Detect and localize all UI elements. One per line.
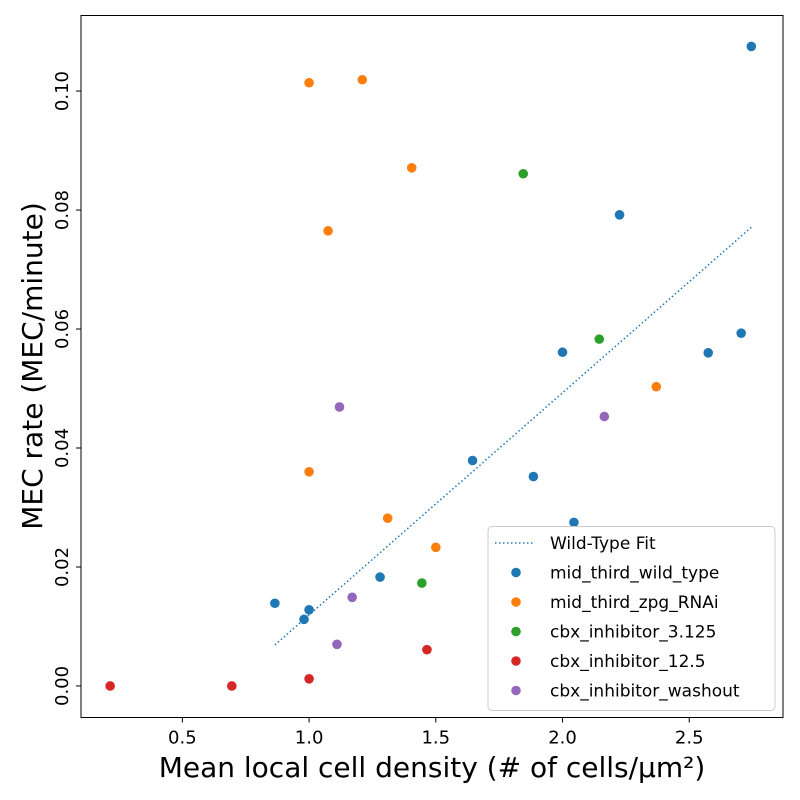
scatter-points-group — [105, 41, 757, 691]
legend-entry-cbx-inhibitor-3-125: cbx_inhibitor_3.125 — [511, 623, 716, 643]
point-mid-third-wild-type — [467, 455, 478, 466]
point-cbx-inhibitor-12-5 — [226, 681, 237, 691]
plot-frame — [80, 15, 784, 718]
point-cbx-inhibitor-washout — [599, 411, 610, 422]
legend-label: cbx_inhibitor_12.5 — [550, 652, 706, 672]
y-tick-label: 0.04 — [52, 428, 73, 468]
legend-fit-label: Wild-Type Fit — [550, 534, 656, 554]
legend-entry-mid-third-zpg-rnai: mid_third_zpg_RNAi — [511, 593, 719, 613]
point-mid-third-wild-type — [736, 328, 746, 338]
point-mid-third-zpg-rnai — [382, 513, 393, 524]
point-cbx-inhibitor-washout — [334, 402, 345, 412]
point-mid-third-wild-type — [299, 614, 309, 625]
legend-label: mid_third_wild_type — [550, 564, 719, 584]
point-cbx-inhibitor-3-125 — [417, 578, 427, 588]
legend-entry-fit: Wild-Type Fit — [495, 534, 656, 554]
plot-area: 0.5 1.0 1.5 2.0 2.5 0.00 0.02 0.04 0.06 0.08 0.10 — [52, 15, 784, 749]
y-tick-label: 0.10 — [52, 71, 73, 111]
point-cbx-inhibitor-12-5 — [304, 674, 314, 684]
x-axis: 0.5 1.0 1.5 2.0 2.5 — [168, 717, 704, 749]
point-cbx-inhibitor-3-125 — [594, 334, 605, 344]
y-axis: 0.00 0.02 0.04 0.06 0.08 0.10 — [52, 71, 81, 706]
legend-swatch — [511, 626, 521, 637]
point-mid-third-wild-type — [746, 41, 757, 52]
point-cbx-inhibitor-washout — [332, 639, 342, 650]
legend-label: cbx_inhibitor_washout — [550, 682, 740, 702]
point-cbx-inhibitor-12-5 — [105, 681, 115, 691]
point-mid-third-wild-type — [528, 471, 539, 482]
legend-entry-mid-third-wild-type: mid_third_wild_type — [511, 564, 719, 584]
point-mid-third-wild-type — [569, 517, 579, 528]
fit-line-group — [274, 226, 752, 646]
x-tick-label: 0.5 — [168, 728, 197, 749]
legend: Wild-Type Fit mid_third_wild_type mid_thir… — [487, 526, 776, 711]
point-mid-third-wild-type — [703, 348, 714, 358]
point-mid-third-zpg-rnai — [651, 381, 662, 392]
point-mid-third-zpg-rnai — [304, 467, 314, 477]
point-mid-third-wild-type — [304, 605, 314, 615]
legend-swatch — [511, 656, 521, 666]
x-axis-label: Mean local cell density (# of cells/μm²) — [159, 751, 706, 784]
legend-label: mid_third_zpg_RNAi — [550, 593, 719, 613]
point-cbx-inhibitor-12-5 — [422, 644, 432, 655]
x-tick-label: 2.0 — [548, 728, 577, 749]
legend-items: Wild-Type Fit mid_third_wild_type mid_thir… — [495, 534, 740, 702]
point-mid-third-zpg-rnai — [357, 74, 368, 85]
x-tick-label: 1.0 — [295, 728, 324, 749]
point-mid-third-zpg-rnai — [323, 226, 333, 236]
point-mid-third-wild-type — [614, 209, 625, 220]
x-tick-label: 2.5 — [675, 728, 704, 749]
x-tick-label: 1.5 — [421, 728, 450, 749]
point-mid-third-wild-type — [557, 347, 568, 358]
point-mid-third-zpg-rnai — [406, 162, 417, 173]
wild-type-fit-line — [274, 226, 752, 646]
legend-entry-cbx-inhibitor-washout: cbx_inhibitor_washout — [511, 682, 740, 702]
y-axis-label: MEC rate (MEC/minute) — [16, 202, 49, 530]
legend-entry-cbx-inhibitor-12-5: cbx_inhibitor_12.5 — [511, 652, 706, 672]
legend-swatch — [511, 685, 521, 696]
point-mid-third-wild-type — [270, 598, 280, 609]
point-mid-third-zpg-rnai — [431, 542, 441, 553]
point-cbx-inhibitor-3-125 — [518, 168, 529, 179]
y-tick-label: 0.08 — [52, 190, 73, 230]
y-tick-label: 0.06 — [52, 309, 73, 349]
y-tick-label: 0.00 — [52, 666, 73, 706]
point-cbx-inhibitor-washout — [347, 592, 357, 603]
point-mid-third-zpg-rnai — [304, 77, 314, 88]
legend-box — [487, 526, 776, 711]
point-mid-third-wild-type — [375, 572, 385, 582]
legend-swatch — [511, 567, 521, 578]
y-tick-label: 0.02 — [52, 547, 73, 587]
legend-label: cbx_inhibitor_3.125 — [550, 623, 716, 643]
legend-swatch — [511, 597, 521, 607]
